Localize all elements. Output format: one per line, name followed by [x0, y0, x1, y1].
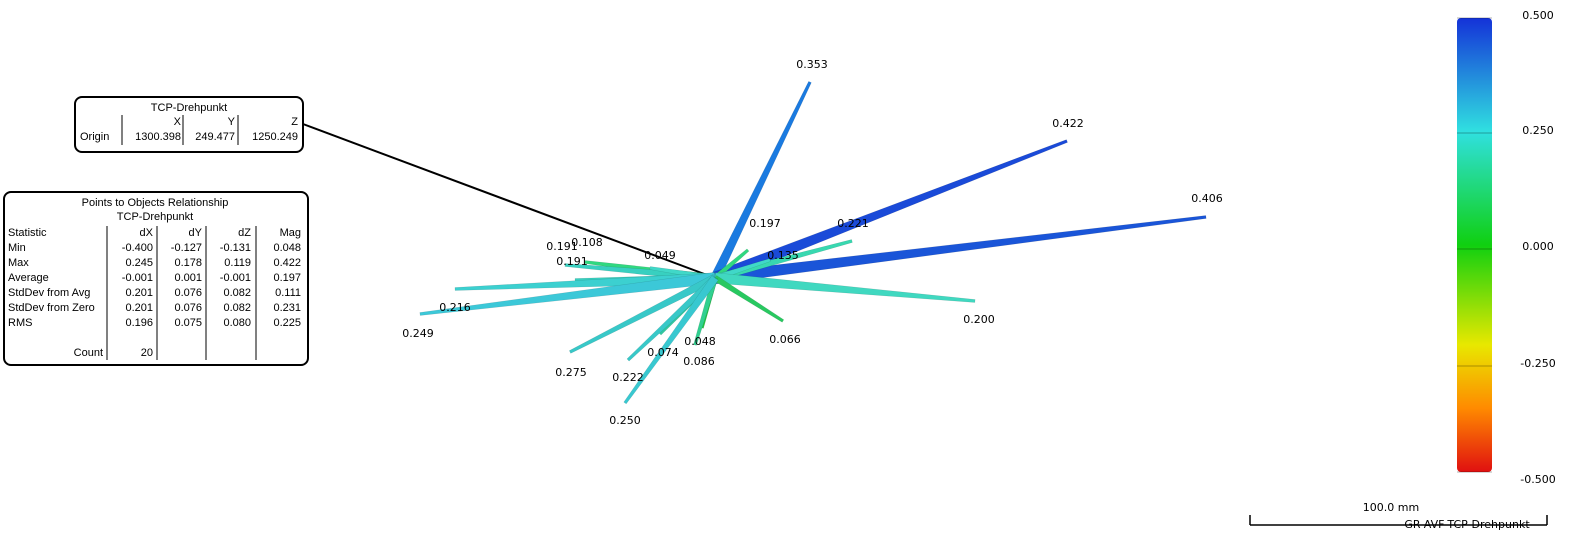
stats-cell: -0.131 [220, 242, 251, 254]
origin-value: 1300.398 [135, 131, 181, 143]
stats-cell: 0.076 [174, 302, 202, 314]
deviation-vector [623, 275, 719, 405]
stats-header: Mag [280, 227, 301, 239]
vector-label: 0.200 [963, 313, 995, 326]
vector-label: 0.353 [796, 58, 828, 71]
stats-header: dZ [238, 227, 251, 239]
vector-label: 0.249 [402, 327, 434, 340]
stats-cell: StdDev from Avg [8, 287, 90, 299]
stats-box [3, 191, 309, 366]
origin-value: 249.477 [195, 131, 235, 143]
origin-row-label: Origin [80, 131, 109, 143]
stats-cell: 0.001 [174, 272, 202, 284]
stats-cell: 0.422 [273, 257, 301, 269]
origin-box [74, 96, 304, 153]
vector-label: 0.066 [769, 333, 801, 346]
color-bar [1457, 18, 1492, 472]
stats-cell: 0.231 [273, 302, 301, 314]
stats-header: Statistic [8, 227, 47, 239]
stats-cell: Max [8, 257, 29, 269]
stats-cell: 0.075 [174, 317, 202, 329]
color-scale-label: -0.250 [1520, 357, 1555, 370]
stats-title: Points to Objects Relationship [82, 197, 229, 209]
stats-cell: 0.119 [224, 257, 251, 269]
stats-cell: StdDev from Zero [8, 302, 95, 314]
stats-cell: -0.001 [220, 272, 251, 284]
vector-label: 0.191 [546, 240, 578, 253]
vector-label: 0.191 [556, 255, 588, 268]
deviation-vector [693, 276, 719, 346]
origin-column: Z [291, 116, 298, 128]
stats-cell: 0.082 [223, 302, 251, 314]
stats-cell: RMS [8, 317, 32, 329]
stats-cell: 0.048 [273, 242, 301, 254]
stats-cell: 0.201 [125, 302, 153, 314]
leader-line [302, 123, 716, 279]
vector-label: 0.049 [644, 249, 676, 262]
vector-label: 0.135 [767, 249, 799, 262]
stats-cell: 0.197 [273, 272, 301, 284]
color-scale-label: 0.000 [1522, 240, 1554, 253]
stats-cell: 0.178 [174, 257, 202, 269]
vector-label: 0.222 [612, 371, 644, 384]
stats-cell: Min [8, 242, 26, 254]
stats-cell: -0.127 [171, 242, 202, 254]
vector-label: 0.086 [683, 355, 715, 368]
stats-cell: 0.225 [273, 317, 301, 329]
stats-cell: 0.201 [125, 287, 153, 299]
stats-cell: 0.082 [223, 287, 251, 299]
stats-count-label: Count [74, 347, 103, 359]
vector-label: 0.406 [1191, 192, 1223, 205]
origin-column: X [174, 116, 182, 128]
vector-label: 0.221 [837, 217, 869, 230]
stats-cell: 0.245 [125, 257, 153, 269]
vector-label: 0.108 [571, 236, 603, 249]
color-scale-label: 0.250 [1522, 124, 1554, 137]
vector-label: 0.422 [1052, 117, 1084, 130]
stats-cell: 0.076 [174, 287, 202, 299]
vector-label: 0.216 [439, 301, 471, 314]
stats-cell: 0.111 [275, 287, 301, 299]
origin-title: TCP-Drehpunkt [151, 102, 227, 114]
stats-header: dY [189, 227, 203, 239]
stats-cell: 0.196 [125, 317, 153, 329]
color-scale-label: -0.500 [1520, 473, 1555, 486]
stats-cell: -0.400 [122, 242, 153, 254]
vector-label: 0.250 [609, 414, 641, 427]
deviation-vector [714, 272, 976, 303]
vector-label: 0.275 [555, 366, 587, 379]
stats-cell: Average [8, 272, 49, 284]
scale-bar-label: 100.0 mm [1363, 501, 1419, 514]
stats-count: 20 [141, 347, 153, 359]
deviation-vector [713, 275, 785, 323]
vector-label: 0.074 [647, 346, 679, 359]
vector-label: 0.048 [684, 335, 716, 348]
origin-value: 1250.249 [252, 131, 298, 143]
object-name: GR-AVF-TCP-Drehpunkt [1404, 518, 1530, 531]
origin-column: Y [228, 116, 236, 128]
stats-cell: -0.001 [122, 272, 153, 284]
stats-cell: 0.080 [223, 317, 251, 329]
stats-header: dX [140, 227, 154, 239]
vector-label: 0.197 [749, 217, 781, 230]
color-scale-label: 0.500 [1522, 9, 1554, 22]
stats-subtitle: TCP-Drehpunkt [117, 211, 193, 223]
